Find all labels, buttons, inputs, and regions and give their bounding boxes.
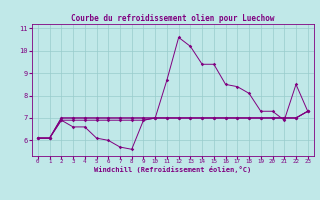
- X-axis label: Windchill (Refroidissement éolien,°C): Windchill (Refroidissement éolien,°C): [94, 166, 252, 173]
- Title: Courbe du refroidissement olien pour Luechow: Courbe du refroidissement olien pour Lue…: [71, 14, 275, 23]
